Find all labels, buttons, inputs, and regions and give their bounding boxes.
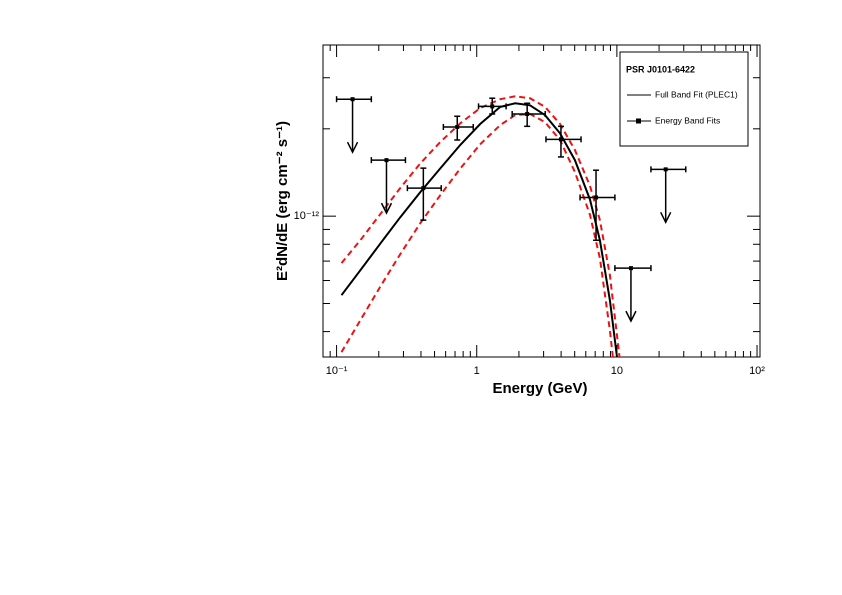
legend-label: Full Band Fit (PLEC1)	[655, 89, 738, 99]
legend-label: Energy Band Fits	[655, 115, 720, 125]
x-tick-label: 10²	[749, 365, 765, 377]
data-point	[455, 124, 460, 129]
x-tick-label: 10	[611, 365, 623, 377]
arrow-head	[660, 212, 672, 225]
data-point	[421, 186, 426, 191]
legend-box	[619, 51, 749, 147]
x-tick-label: 1	[474, 365, 480, 377]
legend-marker	[636, 118, 641, 124]
plot-frame	[322, 44, 761, 358]
data-point	[525, 111, 530, 116]
y-tick-label: 10⁻¹²	[294, 210, 320, 222]
arrow-head	[380, 202, 393, 215]
x-tick-label: 10⁻¹	[326, 365, 348, 377]
arrow-head	[346, 141, 359, 154]
y-axis-title: E²dN/dE (erg cm⁻² s⁻¹)	[274, 121, 291, 281]
arrow-head	[625, 310, 637, 323]
fit-curve	[340, 95, 621, 357]
data-point	[558, 137, 563, 142]
plot-area	[335, 95, 687, 357]
data-point	[490, 104, 495, 109]
fit-curve	[340, 102, 619, 357]
x-axis-title: Energy (GeV)	[492, 380, 587, 397]
legend-title: PSR J0101-6422	[626, 64, 695, 74]
data-point	[594, 195, 599, 200]
